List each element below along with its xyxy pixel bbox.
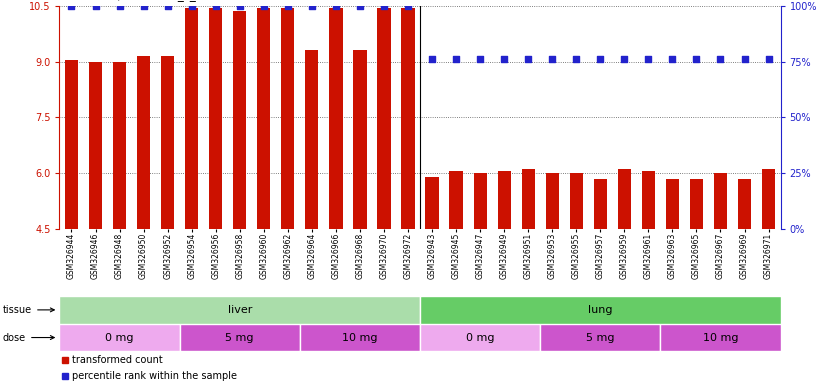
Bar xyxy=(161,56,174,229)
Point xyxy=(185,3,198,9)
Bar xyxy=(594,179,607,229)
Bar xyxy=(281,8,294,229)
Bar xyxy=(377,8,391,229)
Bar xyxy=(257,8,270,229)
Bar xyxy=(642,171,655,229)
Bar xyxy=(762,169,775,229)
Point xyxy=(449,56,463,62)
Bar xyxy=(570,173,583,229)
Text: 0 mg: 0 mg xyxy=(105,333,134,343)
Text: dose: dose xyxy=(3,333,55,343)
Point xyxy=(233,3,246,9)
Bar xyxy=(306,50,319,229)
Bar xyxy=(661,324,781,351)
Bar xyxy=(473,173,487,229)
Text: GDS3410 / 1433545_s_at: GDS3410 / 1433545_s_at xyxy=(59,0,208,1)
Text: 10 mg: 10 mg xyxy=(342,333,377,343)
Bar xyxy=(179,324,300,351)
Bar xyxy=(420,324,540,351)
Point xyxy=(473,56,487,62)
Text: 5 mg: 5 mg xyxy=(225,333,254,343)
Point xyxy=(594,56,607,62)
Point xyxy=(161,3,174,9)
Point xyxy=(762,56,775,62)
Point xyxy=(113,3,126,9)
Point xyxy=(209,3,222,9)
Bar xyxy=(137,56,150,229)
Text: transformed count: transformed count xyxy=(73,356,164,366)
Point xyxy=(306,3,319,9)
Text: 0 mg: 0 mg xyxy=(466,333,495,343)
Point xyxy=(521,56,534,62)
Point xyxy=(570,56,583,62)
Point xyxy=(618,56,631,62)
Bar xyxy=(546,173,559,229)
Point xyxy=(377,3,391,9)
Bar xyxy=(401,8,415,229)
Point xyxy=(257,3,270,9)
Point xyxy=(497,56,510,62)
Point xyxy=(714,56,727,62)
Bar xyxy=(59,324,179,351)
Point xyxy=(666,56,679,62)
Point xyxy=(89,3,102,9)
Text: liver: liver xyxy=(227,305,252,315)
Point xyxy=(330,3,343,9)
Text: tissue: tissue xyxy=(3,305,55,315)
Point xyxy=(642,56,655,62)
Bar xyxy=(714,173,727,229)
Point xyxy=(690,56,703,62)
Bar xyxy=(330,8,343,229)
Bar xyxy=(690,179,703,229)
Bar xyxy=(425,177,439,229)
Bar xyxy=(113,61,126,229)
Point xyxy=(65,3,78,9)
Point xyxy=(401,3,415,9)
Bar xyxy=(420,296,781,324)
Bar xyxy=(521,169,534,229)
Bar xyxy=(185,8,198,229)
Bar xyxy=(89,61,102,229)
Point xyxy=(425,56,439,62)
Bar xyxy=(59,296,420,324)
Text: 10 mg: 10 mg xyxy=(703,333,738,343)
Bar xyxy=(449,171,463,229)
Bar xyxy=(233,12,246,229)
Point xyxy=(738,56,751,62)
Point xyxy=(354,3,367,9)
Bar xyxy=(666,179,679,229)
Text: percentile rank within the sample: percentile rank within the sample xyxy=(73,371,237,381)
Bar xyxy=(65,60,78,229)
Text: 5 mg: 5 mg xyxy=(586,333,615,343)
Bar xyxy=(618,169,631,229)
Bar xyxy=(738,179,751,229)
Point xyxy=(281,3,294,9)
Text: lung: lung xyxy=(588,305,613,315)
Bar xyxy=(354,50,367,229)
Bar xyxy=(300,324,420,351)
Bar xyxy=(209,8,222,229)
Point xyxy=(137,3,150,9)
Bar xyxy=(540,324,661,351)
Bar xyxy=(497,171,510,229)
Point xyxy=(546,56,559,62)
